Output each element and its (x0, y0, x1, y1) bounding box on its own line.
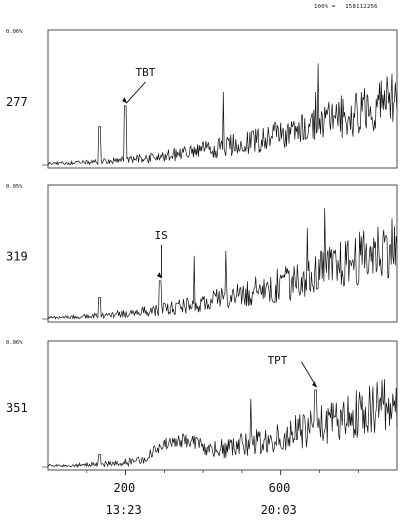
annotation-arrowhead (312, 381, 318, 388)
panel-frame (47, 184, 398, 323)
annotation-arrowhead (122, 97, 128, 104)
panel-scale-label: 0.06% (6, 29, 23, 35)
panel-scale-label: 0.05% (6, 184, 23, 190)
annotation-arrowhead (157, 272, 163, 279)
panel-frame (47, 29, 398, 169)
panel-channel-label: 277 (6, 95, 28, 109)
scale-label: 100% = (314, 4, 336, 10)
panel-channel-label: 319 (6, 249, 28, 263)
scale-count: 158112256 (345, 4, 378, 10)
chromatogram-trace (47, 63, 398, 166)
panel-scale-label: 0.06% (6, 340, 23, 346)
time-label: 13:23 (106, 503, 142, 517)
annotation-arrow (126, 81, 146, 104)
peak-annotation-label: TPT (268, 354, 288, 367)
peak-annotation-label: IS (154, 229, 167, 242)
time-label: 20:03 (261, 503, 297, 517)
scale-header: 100% = 158112256 (314, 4, 384, 10)
x-tick-label: 200 (114, 481, 136, 495)
chromatogram-trace (47, 208, 398, 320)
x-tick-label: 600 (269, 481, 291, 495)
peak-annotation-label: TBT (136, 66, 156, 79)
panel-frame (47, 340, 398, 471)
chromatogram-trace (47, 379, 398, 469)
panel-channel-label: 351 (6, 401, 28, 415)
